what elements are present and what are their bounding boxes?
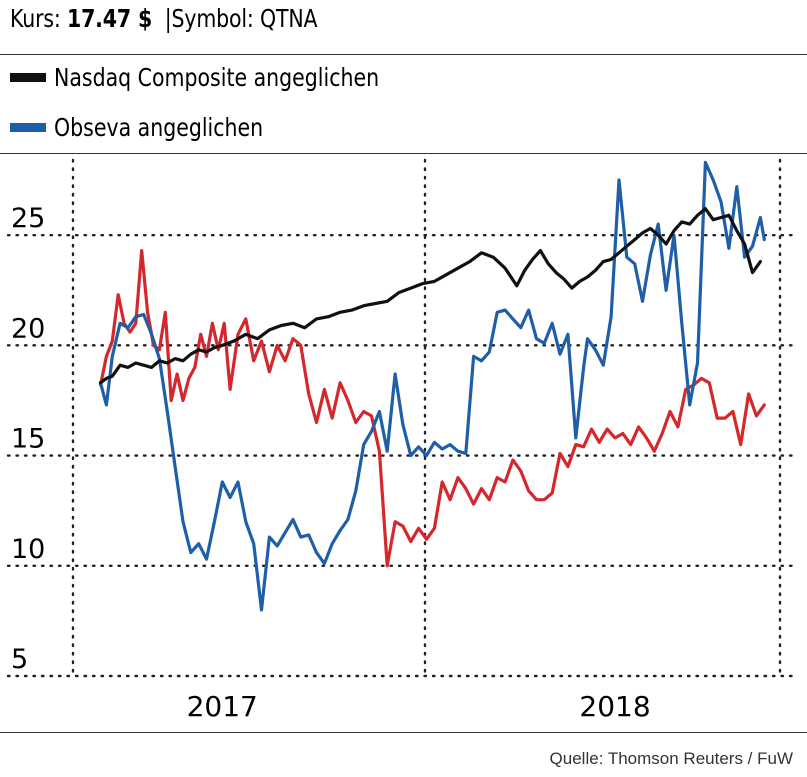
y-tick-label-10: 10 [11, 534, 45, 565]
y-tick-label-25: 25 [11, 203, 45, 234]
x-tick-label-2017: 2017 [187, 690, 258, 723]
header-separator: | [158, 4, 172, 33]
kurs-value: 17.47 $ [66, 4, 153, 33]
header-info: Kurs: 17.47 $ |Symbol: QTNA [10, 4, 318, 33]
symbol-text: Symbol: QTNA [171, 4, 318, 33]
legend-item-obseva: Obseva angeglichen [10, 110, 309, 144]
series-line-nasdaq [98, 207, 763, 385]
y-tick-label-5: 5 [11, 644, 28, 675]
y-tick-label-15: 15 [11, 424, 45, 455]
legend-swatch-nasdaq [10, 72, 46, 82]
legend-rule [0, 153, 807, 154]
y-tick-label-20: 20 [11, 313, 45, 344]
top-rule [0, 54, 807, 55]
kurs-label: Kurs: [10, 4, 61, 33]
source-note: Quelle: Thomson Reuters / FuW [549, 749, 793, 768]
series-line-red [98, 249, 766, 568]
bottom-rule [0, 732, 807, 733]
x-tick-label-2018: 2018 [579, 690, 650, 723]
legend-item-nasdaq: Nasdaq Composite angeglichen [10, 60, 450, 94]
series-line-obseva [98, 160, 766, 612]
legend-label-obseva: Obseva angeglichen [54, 112, 264, 142]
legend-label-nasdaq: Nasdaq Composite angeglichen [54, 62, 380, 92]
legend-swatch-obseva [10, 122, 46, 132]
